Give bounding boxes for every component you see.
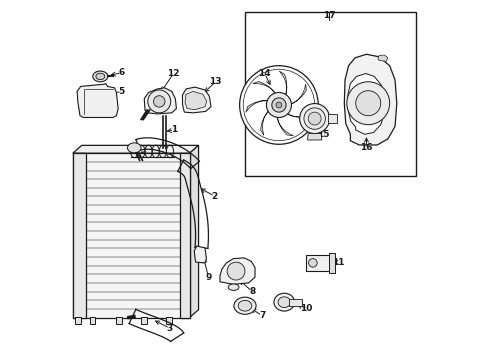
Text: 17: 17 [322,11,335,20]
Polygon shape [144,88,176,114]
Bar [245,12,416,176]
Polygon shape [261,108,272,135]
Ellipse shape [127,143,141,153]
Circle shape [276,102,282,108]
Bar [167,317,172,324]
Text: 14: 14 [258,69,271,78]
Bar [117,317,122,324]
Ellipse shape [93,71,108,82]
Polygon shape [348,73,385,134]
Ellipse shape [278,297,291,307]
Bar [73,153,190,318]
Circle shape [227,262,245,280]
Ellipse shape [274,293,294,311]
Text: 8: 8 [249,287,255,296]
Bar [180,153,190,318]
Bar [73,153,86,318]
Text: 2: 2 [212,192,218,201]
Text: 12: 12 [167,69,180,78]
Bar [306,255,331,271]
Polygon shape [279,71,287,99]
Text: 10: 10 [300,304,313,313]
Polygon shape [378,55,388,62]
Bar [75,317,81,324]
Text: 11: 11 [332,258,344,267]
Text: 4: 4 [152,153,158,162]
Circle shape [308,112,321,125]
Ellipse shape [96,73,105,80]
Circle shape [300,104,330,134]
Text: 9: 9 [205,273,212,282]
Text: 16: 16 [360,143,373,152]
Circle shape [347,82,390,125]
Circle shape [309,258,317,267]
Ellipse shape [234,297,256,314]
Polygon shape [308,134,322,140]
Polygon shape [277,112,294,136]
Polygon shape [182,87,211,113]
Polygon shape [344,54,397,145]
Bar [90,317,96,324]
Polygon shape [283,111,312,118]
Bar [328,114,337,123]
Polygon shape [253,81,277,98]
Circle shape [356,91,381,116]
Circle shape [240,66,318,144]
Text: 5: 5 [119,87,125,96]
Text: 6: 6 [119,68,125,77]
Polygon shape [286,84,306,105]
Circle shape [267,93,292,117]
Polygon shape [73,145,198,153]
Text: 1: 1 [171,126,177,135]
Polygon shape [77,84,118,117]
Polygon shape [185,91,207,110]
Polygon shape [246,100,272,112]
Bar [329,253,335,273]
Text: 13: 13 [209,77,222,86]
Circle shape [148,90,171,113]
Text: 3: 3 [167,324,173,333]
Text: 15: 15 [318,130,330,139]
Circle shape [243,69,315,141]
Ellipse shape [228,284,239,291]
Polygon shape [190,145,198,318]
Circle shape [272,98,286,112]
Ellipse shape [238,300,252,311]
Polygon shape [194,246,206,263]
Circle shape [153,96,165,107]
Circle shape [304,108,325,129]
Text: 7: 7 [259,311,265,320]
Polygon shape [220,258,255,284]
Bar [289,298,302,306]
Bar [142,317,147,324]
